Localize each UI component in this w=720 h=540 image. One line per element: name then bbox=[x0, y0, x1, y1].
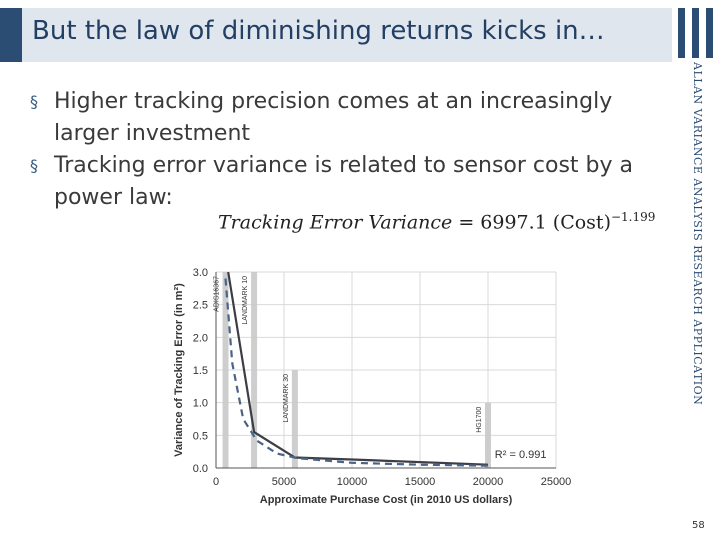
title-bar bbox=[0, 8, 672, 62]
bullet-text: Higher tracking precision comes at an in… bbox=[54, 89, 613, 146]
x-tick-label: 0 bbox=[213, 476, 219, 488]
sensor-label: ADIS16367 bbox=[214, 276, 221, 312]
y-axis-title: Variance of Tracking Error (in m²) bbox=[173, 283, 185, 457]
deco-bar bbox=[706, 8, 713, 58]
formula-lhs: Tracking Error Variance bbox=[218, 211, 453, 234]
formula-rhs: = 6997.1 (Cost) bbox=[458, 211, 611, 234]
plot-area bbox=[216, 272, 556, 468]
series-line bbox=[227, 271, 489, 466]
y-tick-label: 1.5 bbox=[193, 365, 208, 377]
series-line bbox=[224, 278, 489, 467]
sensor-band bbox=[485, 402, 491, 468]
x-tick-label: 20000 bbox=[473, 476, 504, 488]
bullet-item: § Higher tracking precision comes at an … bbox=[30, 86, 670, 150]
vertical-side-text: ALLAN VARIANCE ANALYSIS RESEARCH APPLICA… bbox=[691, 62, 716, 405]
y-tick-label: 3.0 bbox=[193, 267, 208, 279]
sensor-label: LANDMARK 30 bbox=[283, 374, 290, 423]
power-law-formula: Tracking Error Variance = 6997.1 (Cost)−… bbox=[218, 210, 655, 233]
bullet-mark: § bbox=[30, 156, 38, 175]
page-number: 58 bbox=[692, 520, 705, 531]
bullet-item: § Tracking error variance is related to … bbox=[30, 150, 670, 214]
sensor-label: HG1700 bbox=[476, 407, 483, 433]
x-tick-label: 10000 bbox=[337, 476, 368, 488]
sensor-band bbox=[251, 272, 258, 468]
r-squared-annotation: R² = 0.991 bbox=[495, 449, 547, 461]
bullet-mark: § bbox=[30, 92, 38, 111]
x-tick-label: 5000 bbox=[272, 476, 296, 488]
bullet-list: § Higher tracking precision comes at an … bbox=[30, 86, 670, 214]
x-tick-label: 25000 bbox=[541, 476, 572, 488]
sensor-label: LANDMARK 10 bbox=[242, 276, 249, 325]
bullet-text: Tracking error variance is related to se… bbox=[54, 153, 633, 210]
sensor-band bbox=[291, 370, 298, 468]
formula-exponent: −1.199 bbox=[610, 210, 656, 224]
x-tick-label: 15000 bbox=[405, 476, 436, 488]
y-tick-label: 1.0 bbox=[193, 398, 208, 410]
y-tick-label: 0.5 bbox=[193, 430, 208, 442]
title-accent bbox=[0, 8, 22, 62]
y-tick-label: 2.0 bbox=[193, 332, 208, 344]
y-tick-label: 0.0 bbox=[193, 463, 208, 475]
side-text-label: ALLAN VARIANCE ANALYSIS RESEARCH APPLICA… bbox=[691, 62, 704, 406]
sensor-band bbox=[222, 272, 229, 468]
deco-bar bbox=[678, 8, 685, 58]
y-tick-label: 2.5 bbox=[193, 300, 208, 312]
slide-title: But the law of diminishing returns kicks… bbox=[32, 16, 605, 46]
x-axis-title: Approximate Purchase Cost (in 2010 US do… bbox=[260, 494, 513, 506]
deco-bar bbox=[692, 8, 699, 58]
